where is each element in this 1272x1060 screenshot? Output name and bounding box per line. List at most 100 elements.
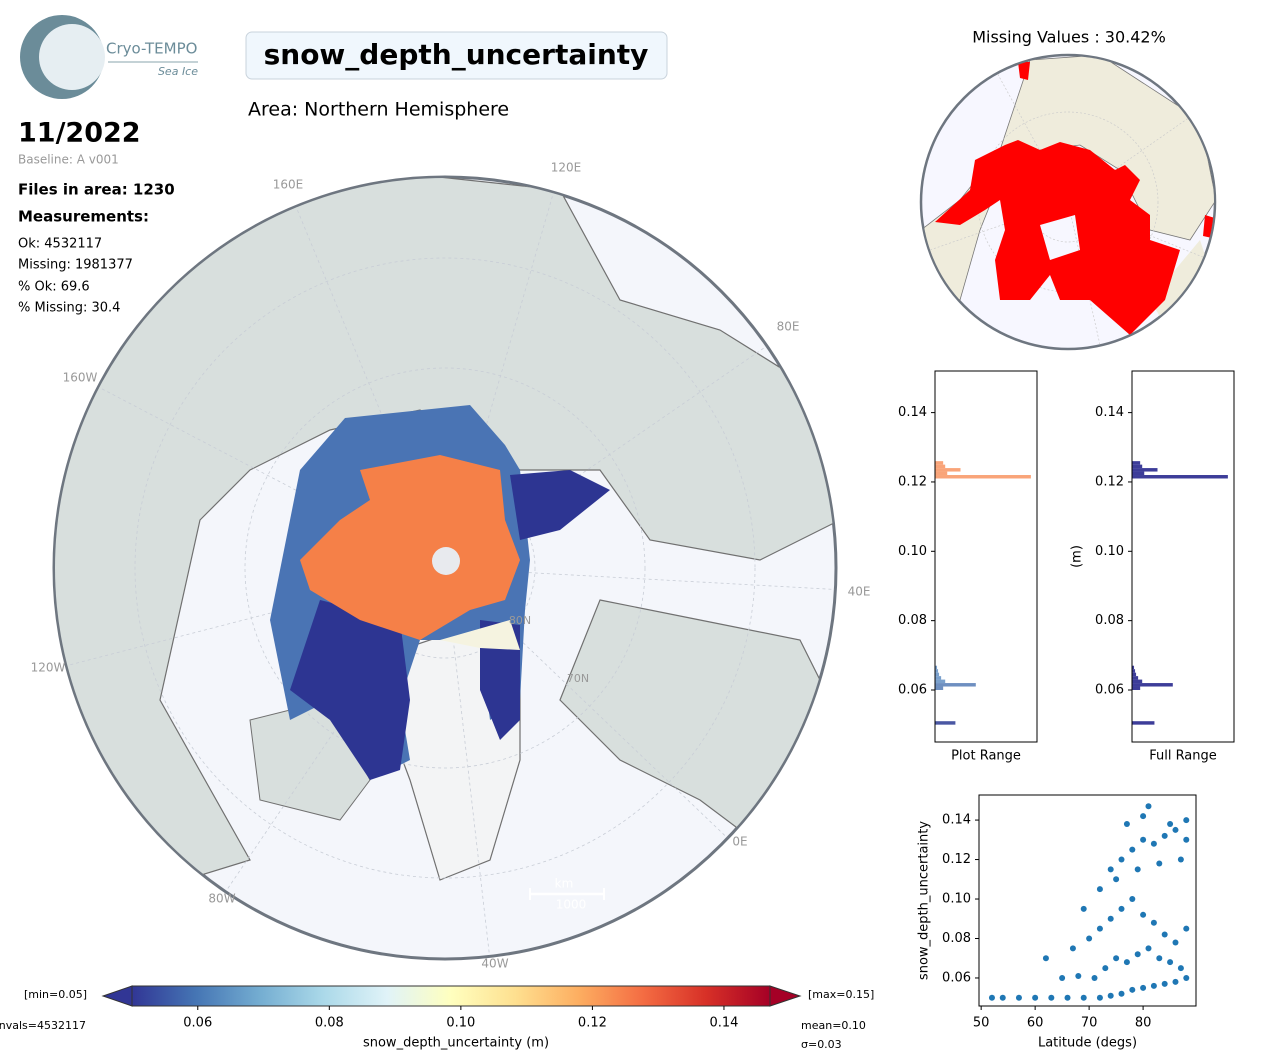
histogram-bar <box>1132 686 1141 690</box>
scatter-point <box>1091 974 1098 981</box>
scatter-point <box>1048 994 1055 1001</box>
y-axis-label: (m) <box>1070 545 1085 568</box>
scatter-point <box>1032 994 1039 1001</box>
scatter-point <box>1107 992 1114 999</box>
histogram-bar <box>1132 721 1155 725</box>
axes-frame <box>978 794 1197 1007</box>
x-axis-label: Plot Range <box>951 749 1021 764</box>
scatter-point <box>1145 945 1152 952</box>
scatter-point <box>1161 931 1168 938</box>
y-tick-label: 0.08 <box>1095 613 1124 628</box>
histogram-bar <box>935 665 938 670</box>
y-tick-label: 0.12 <box>1095 474 1124 489</box>
scatter-point <box>1150 840 1157 847</box>
x-tick-label: 80 <box>1135 1016 1152 1031</box>
histogram-bar <box>1132 461 1141 465</box>
histogram-bar <box>935 461 944 465</box>
x-tick-label: 0.12 <box>578 1016 607 1031</box>
title-box <box>245 31 668 80</box>
scatter-point <box>988 994 995 1001</box>
histogram-bar <box>935 721 956 725</box>
colorbar <box>131 985 771 1007</box>
x-axis-label: Latitude (degs) <box>1038 1036 1137 1051</box>
files-label: Files in area: 1230 <box>18 181 175 199</box>
main-map: km 1000 <box>52 175 838 961</box>
scatter-point <box>1086 935 1093 942</box>
histogram-bar <box>935 676 942 680</box>
scatter-point <box>1064 994 1071 1001</box>
histogram-bar <box>935 672 940 677</box>
colorbar-extend-max <box>769 985 802 1007</box>
histogram-bar <box>1132 672 1137 677</box>
histogram-bar <box>1132 471 1145 476</box>
scatter-point <box>1177 965 1184 972</box>
lon-label: 120E <box>551 161 582 175</box>
x-tick-label: 70 <box>1081 1016 1098 1031</box>
x-tick-label: 0.08 <box>315 1016 344 1031</box>
lon-label: 40W <box>481 957 508 971</box>
scatter-point <box>1140 911 1147 918</box>
mean-label: mean=0.10 <box>801 1019 866 1032</box>
x-axis-label: Full Range <box>1149 749 1217 764</box>
scatter-point <box>1167 959 1174 966</box>
y-tick-label: 0.06 <box>898 682 927 697</box>
logo-title: Cryo-TEMPO <box>106 40 197 58</box>
area-label: Area: Northern Hemisphere <box>248 99 509 121</box>
scatter-point <box>1150 982 1157 989</box>
x-tick-label: 60 <box>1027 1016 1044 1031</box>
y-tick-label: 0.08 <box>942 931 971 946</box>
scatter-point <box>1183 836 1190 843</box>
stat: % Ok: 69.6 <box>18 280 90 295</box>
scatter-point <box>1113 876 1120 883</box>
y-tick-label: 0.12 <box>942 852 971 867</box>
lat-label: 80N <box>509 614 531 627</box>
scatter-point <box>1183 925 1190 932</box>
chart-title: snow_depth_uncertainty <box>264 38 649 71</box>
histogram-bar <box>935 669 939 673</box>
histogram-bar <box>935 464 946 469</box>
scatter-point <box>1156 955 1163 962</box>
y-tick-label: 0.06 <box>942 970 971 985</box>
x-tick-label: 50 <box>973 1016 990 1031</box>
charts: 160E 120E 80E 40E 0E 40W 80W 120W 160W 80N 70N 0.06… <box>0 161 1235 1051</box>
histogram-bar <box>1132 679 1143 684</box>
min-label: [min=0.05] <box>24 988 87 1001</box>
y-tick-label: 0.10 <box>898 544 927 559</box>
x-tick-label: 0.06 <box>183 1016 212 1031</box>
histogram-bar <box>1132 464 1143 469</box>
scatter-point <box>1140 813 1147 820</box>
scatter-point <box>1102 965 1109 972</box>
scale-length: 1000 <box>556 898 587 912</box>
scatter-point <box>1183 974 1190 981</box>
date-label: 11/2022 <box>18 118 141 149</box>
histogram-bar <box>1132 683 1173 687</box>
colorbar-label: snow_depth_uncertainty (m) <box>363 1036 549 1051</box>
scatter-point <box>1140 984 1147 991</box>
scatter-point <box>1129 896 1136 903</box>
max-label: [max=0.15] <box>808 988 874 1001</box>
scatter-point <box>1059 974 1066 981</box>
y-tick-label: 0.14 <box>1095 405 1124 420</box>
stat: Ok: 4532117 <box>18 237 102 252</box>
scatter-point <box>1161 980 1168 987</box>
scatter-point <box>1107 866 1114 873</box>
scatter-point <box>1096 886 1103 893</box>
axes-frame <box>1131 370 1235 743</box>
logo: Cryo-TEMPO Sea Ice <box>20 15 198 99</box>
y-tick-label: 0.12 <box>898 474 927 489</box>
y-tick-label: 0.06 <box>1095 682 1124 697</box>
scatter-point <box>1118 856 1125 863</box>
lat-label: 70N <box>567 672 589 685</box>
scatter-point <box>999 994 1006 1001</box>
x-tick-label: 0.10 <box>446 1016 475 1031</box>
lon-label: 0E <box>732 835 747 849</box>
scatter-point <box>1069 945 1076 952</box>
scatter-point <box>1161 832 1168 839</box>
scatter-point <box>1140 836 1147 843</box>
axes-frame <box>934 370 1038 743</box>
histogram-bar <box>1132 665 1135 670</box>
histogram-bar <box>935 468 961 472</box>
lon-label: 160E <box>273 178 304 192</box>
scatter-point <box>1134 866 1141 873</box>
x-tick-label: 0.14 <box>709 1016 738 1031</box>
